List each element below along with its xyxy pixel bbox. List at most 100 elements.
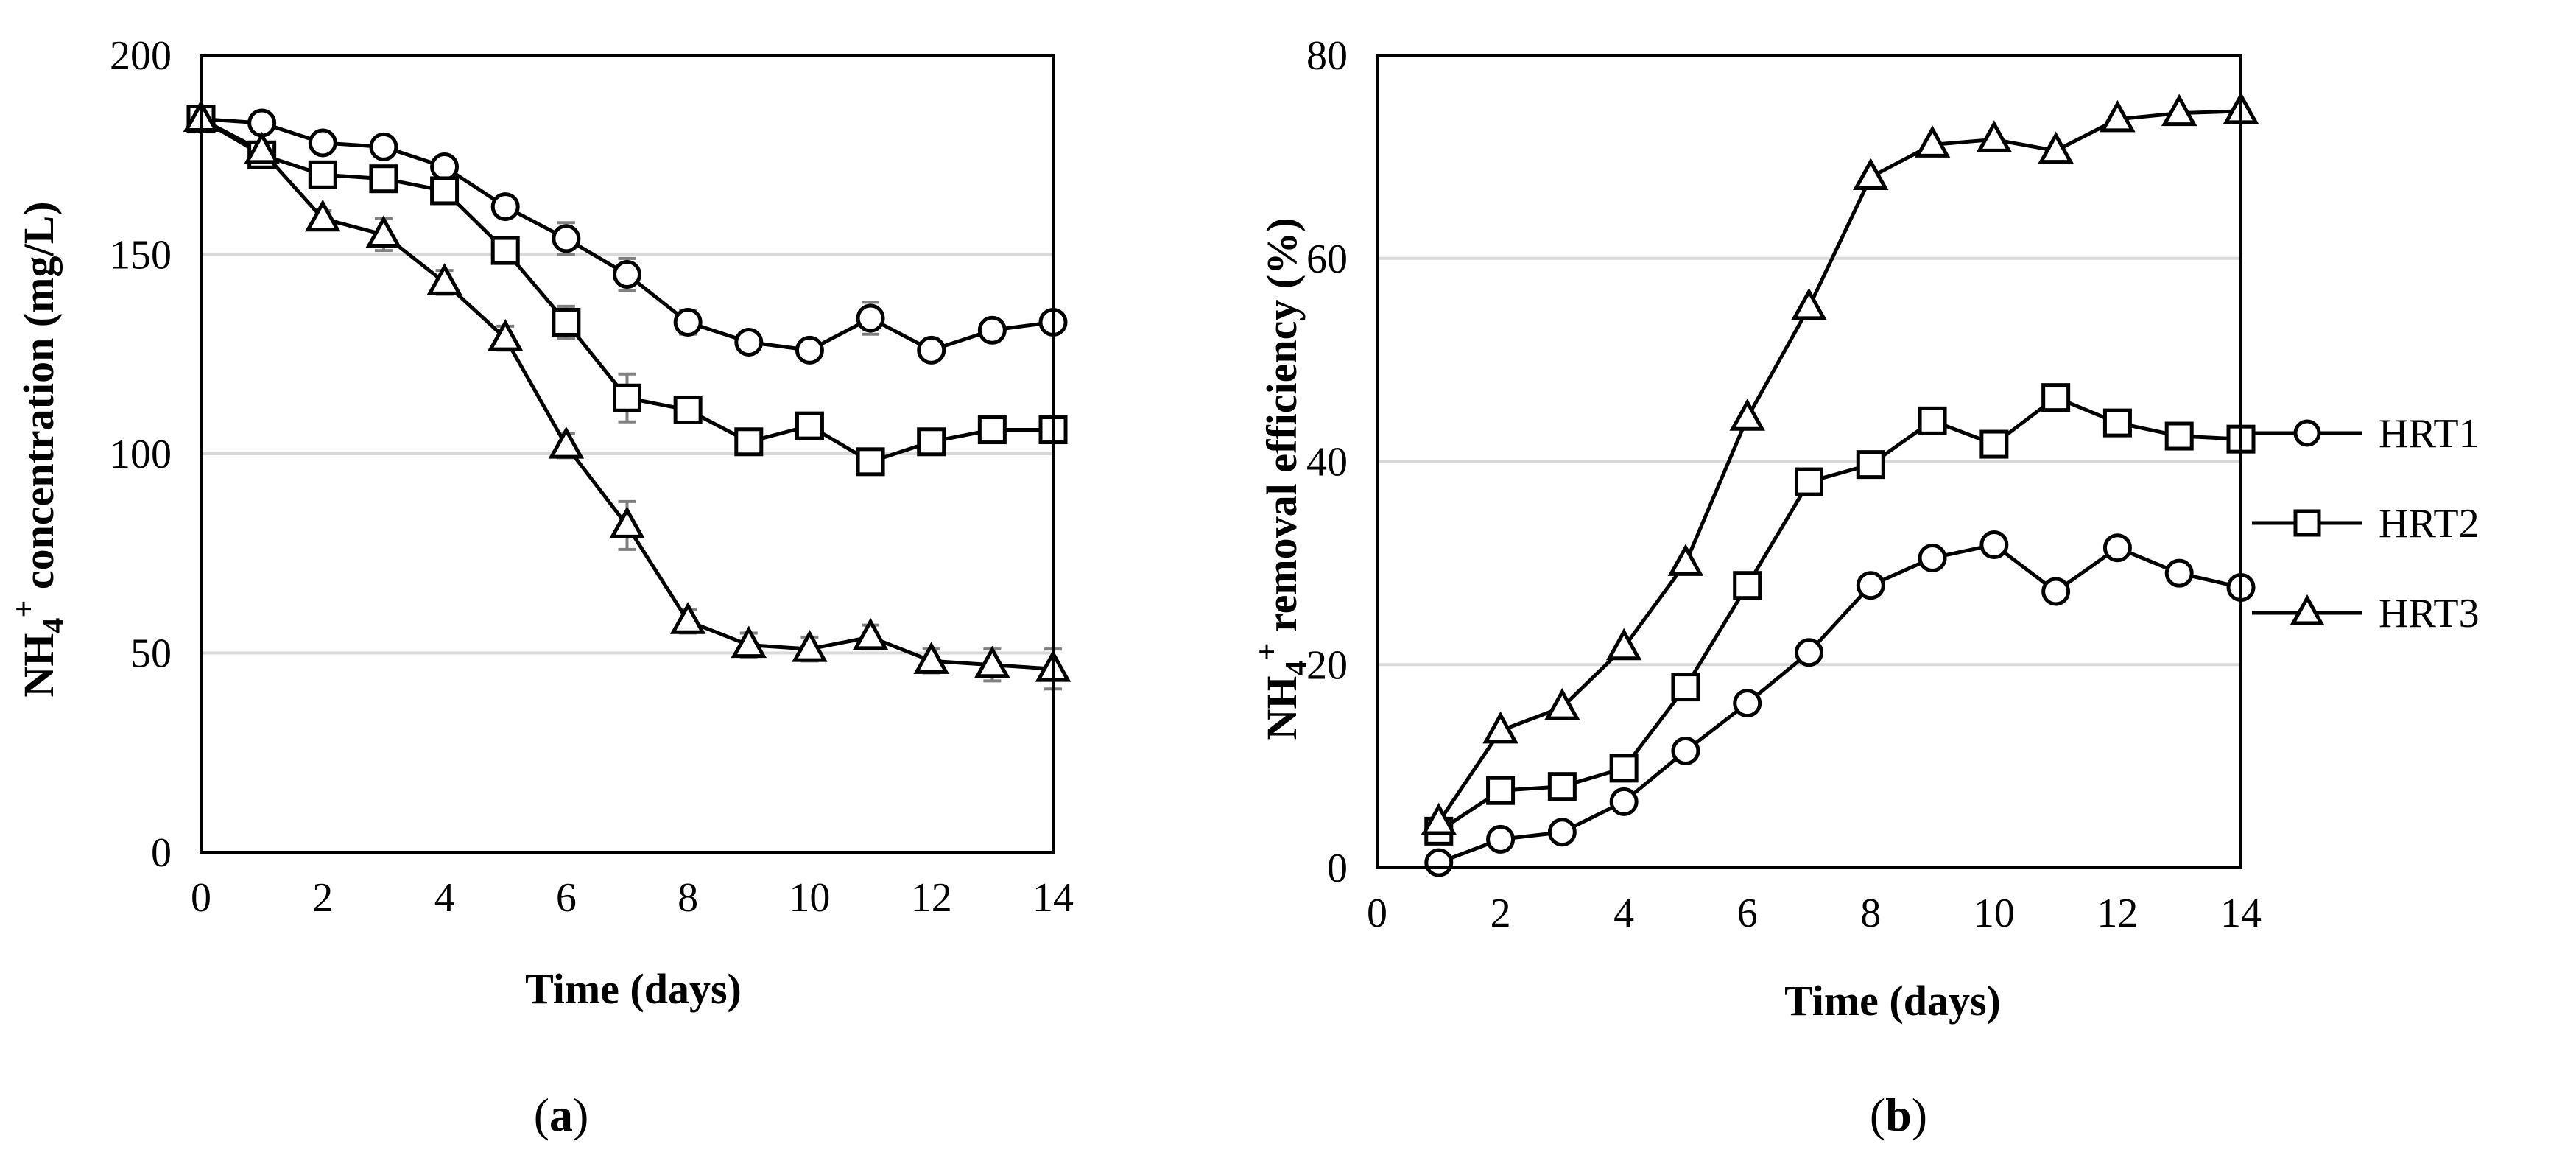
y-tick-label-b-80: 80 xyxy=(1306,33,1348,79)
legend: HRT1 HRT2 HRT3 xyxy=(2252,411,2480,636)
data-point-b-hrt2-9 xyxy=(1918,406,1947,435)
data-point-a-hrt3-13 xyxy=(974,645,1010,678)
data-point-b-hrt2-3 xyxy=(1547,772,1577,801)
data-point-b-hrt3-12 xyxy=(2100,99,2136,133)
data-point-b-hrt1-7 xyxy=(1795,638,1823,667)
data-point-b-hrt1-4 xyxy=(1609,787,1639,816)
y-tick-labels-b: 0 20 40 60 80 xyxy=(1306,33,1348,891)
data-point-a-hrt1-11 xyxy=(856,303,885,333)
y-tick-label-b-0: 0 xyxy=(1327,846,1348,891)
x-tick-label-b-0: 0 xyxy=(1367,891,1387,936)
data-point-b-hrt2-2 xyxy=(1486,776,1516,805)
data-point-b-hrt3-10 xyxy=(1976,120,2013,152)
data-point-a-hrt1-5 xyxy=(490,192,520,222)
y-axis-title-b: NH4+ removal efficiency (%) xyxy=(1250,217,1314,740)
data-point-b-hrt3-11 xyxy=(2038,131,2074,164)
legend-marker-triangle-icon xyxy=(2290,594,2325,625)
data-point-a-hrt3-12 xyxy=(913,642,949,674)
x-tick-label-b-12: 12 xyxy=(2097,891,2138,936)
data-point-a-hrt2-5 xyxy=(490,236,520,265)
data-point-b-hrt1-13 xyxy=(2164,558,2194,588)
data-point-a-hrt3-3 xyxy=(365,215,402,248)
data-point-a-hrt2-4 xyxy=(430,176,460,206)
data-point-a-hrt1-4 xyxy=(430,152,460,181)
data-point-b-hrt3-7 xyxy=(1791,287,1827,320)
data-point-b-hrt3-4 xyxy=(1605,628,1642,661)
data-point-a-hrt3-11 xyxy=(852,617,889,650)
data-point-a-hrt3-10 xyxy=(792,629,828,662)
y-tick-label-a-0: 0 xyxy=(151,830,172,876)
data-point-b-hrt3-1 xyxy=(1421,802,1457,835)
legend-label-hrt1: HRT1 xyxy=(2379,411,2480,457)
x-tick-label-a-10: 10 xyxy=(789,875,830,921)
data-point-b-hrt2-11 xyxy=(2041,383,2071,412)
data-point-a-hrt2-11 xyxy=(856,447,885,477)
data-point-a-hrt2-10 xyxy=(795,411,824,440)
data-point-b-hrt2-5 xyxy=(1671,673,1700,702)
data-point-a-hrt3-8 xyxy=(669,602,706,634)
data-point-b-hrt3-6 xyxy=(1729,399,1765,431)
data-point-a-hrt1-6 xyxy=(552,224,581,253)
data-point-b-hrt3-8 xyxy=(1853,158,1889,190)
x-tick-label-a-12: 12 xyxy=(911,875,952,921)
data-point-b-hrt1-1 xyxy=(1424,848,1454,877)
legend-label-hrt2: HRT2 xyxy=(2379,501,2480,547)
y-tick-label-a-100: 100 xyxy=(110,432,172,477)
y-tick-label-b-20: 20 xyxy=(1306,642,1348,688)
data-point-b-hrt1-11 xyxy=(2041,577,2071,606)
data-point-a-hrt2-8 xyxy=(673,395,703,424)
data-point-b-hrt1-2 xyxy=(1486,824,1516,854)
data-point-a-hrt2-13 xyxy=(977,415,1007,445)
data-point-a-hrt1-10 xyxy=(795,335,824,365)
x-tick-label-a-2: 2 xyxy=(312,875,333,921)
data-point-b-hrt2-12 xyxy=(2102,408,2132,438)
y-tick-label-a-200: 200 xyxy=(110,33,172,79)
plot-frame-b xyxy=(1376,54,2242,869)
legend-marker-square-icon xyxy=(2293,509,2321,537)
x-tick-labels-a: 0 2 4 6 8 10 12 14 xyxy=(191,875,1074,921)
data-point-a-hrt3-5 xyxy=(487,318,524,351)
panel-label-b: (b) xyxy=(1870,1089,1927,1141)
data-point-b-hrt2-7 xyxy=(1795,467,1823,496)
data-point-b-hrt1-6 xyxy=(1733,689,1762,718)
data-point-b-hrt3-3 xyxy=(1544,688,1580,720)
x-axis-title-b: Time (days) xyxy=(1784,977,2001,1025)
data-point-a-hrt3-6 xyxy=(548,426,585,459)
data-point-b-hrt2-8 xyxy=(1856,450,1885,480)
x-tick-label-a-8: 8 xyxy=(678,875,698,921)
y-tick-label-b-60: 60 xyxy=(1306,236,1348,282)
x-tick-labels-b: 0 2 4 6 8 10 12 14 xyxy=(1367,891,2262,936)
data-point-b-hrt1-3 xyxy=(1547,818,1577,847)
series-markers-a xyxy=(183,99,1071,682)
data-point-a-hrt2-12 xyxy=(917,427,946,457)
data-point-b-hrt2-10 xyxy=(1979,429,2009,459)
data-point-a-hrt2-7 xyxy=(613,383,641,412)
data-point-b-hrt1-10 xyxy=(1979,530,2009,560)
data-point-b-hrt1-9 xyxy=(1918,543,1947,572)
legend-label-hrt3: HRT3 xyxy=(2379,591,2480,636)
data-point-a-hrt2-2 xyxy=(308,160,337,189)
plot-frame-a xyxy=(200,54,1055,854)
data-point-b-hrt3-9 xyxy=(1914,125,1951,158)
data-point-a-hrt2-3 xyxy=(369,164,398,194)
data-point-a-hrt2-6 xyxy=(552,307,581,337)
data-point-a-hrt1-12 xyxy=(917,335,946,365)
data-point-a-hrt1-8 xyxy=(673,307,703,337)
data-point-b-hrt1-8 xyxy=(1856,571,1885,600)
data-point-a-hrt1-3 xyxy=(369,132,398,161)
data-point-a-hrt1-7 xyxy=(613,260,641,289)
data-point-b-hrt2-6 xyxy=(1733,571,1762,600)
data-point-a-hrt3-4 xyxy=(426,263,462,295)
x-tick-label-b-6: 6 xyxy=(1737,891,1758,936)
legend-item-hrt3: HRT3 xyxy=(2252,591,2480,636)
x-tick-label-b-8: 8 xyxy=(1860,891,1881,936)
y-tick-label-b-40: 40 xyxy=(1306,440,1348,485)
data-point-b-hrt3-5 xyxy=(1667,544,1704,576)
x-tick-label-a-6: 6 xyxy=(556,875,577,921)
data-point-a-hrt2-9 xyxy=(734,427,764,457)
x-tick-label-a-0: 0 xyxy=(191,875,211,921)
series-markers-b xyxy=(1421,91,2259,877)
x-axis-title-a: Time (days) xyxy=(525,965,742,1013)
